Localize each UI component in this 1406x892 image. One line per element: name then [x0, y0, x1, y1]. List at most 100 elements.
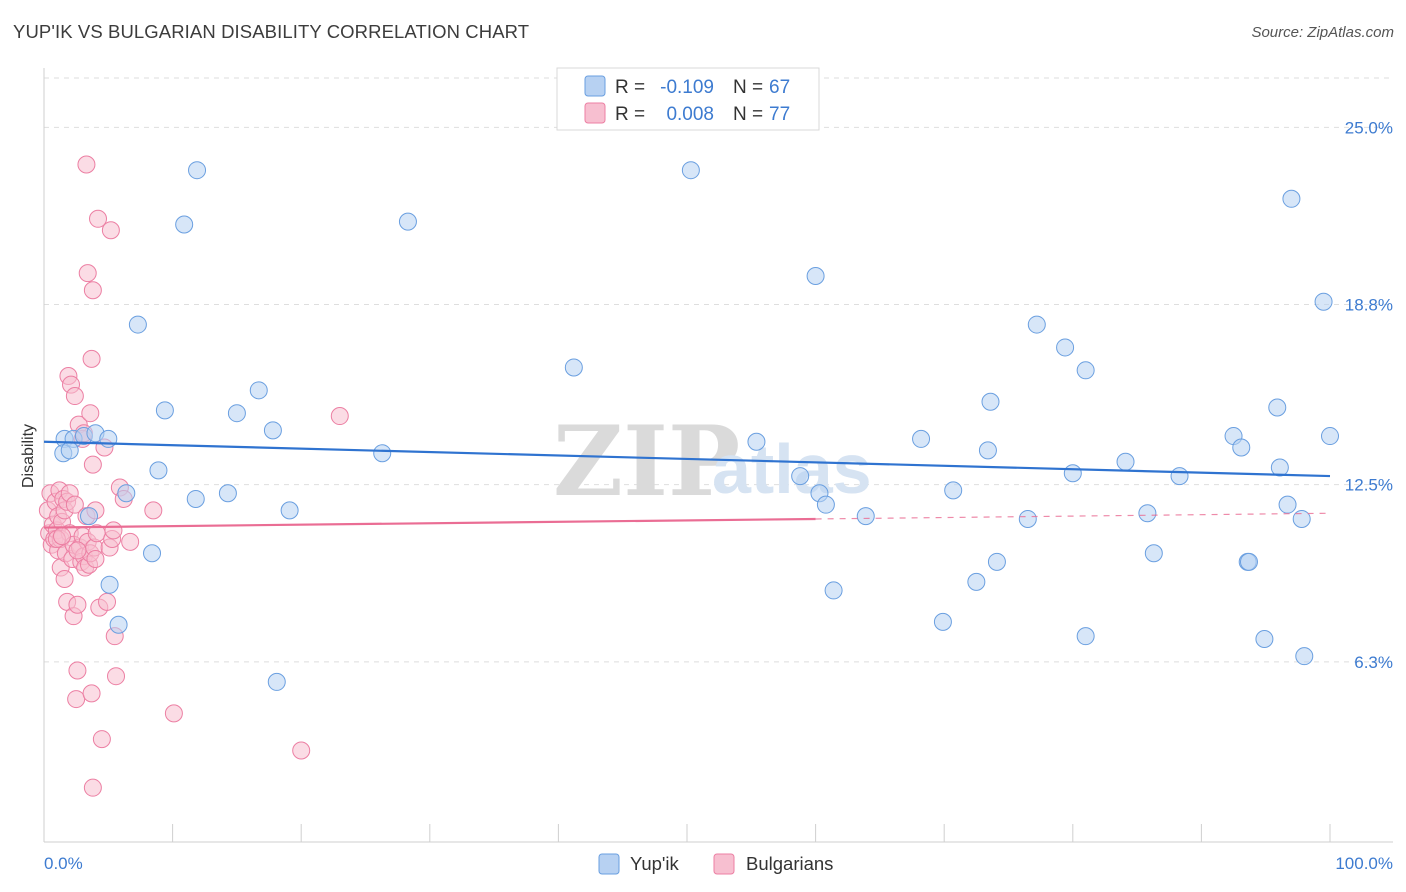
- yupik-point: [1295, 647, 1314, 666]
- yupik-point: [267, 672, 286, 691]
- yupik-point: [681, 161, 700, 180]
- stats-n-label: N =: [733, 77, 763, 98]
- bulgarians-point: [65, 495, 84, 514]
- legend-swatch-yupik: [598, 853, 620, 875]
- legend: Yup'ik Bulgarians: [598, 853, 833, 875]
- stats-r-label: R =: [615, 77, 645, 98]
- stats-r-value: -0.109: [660, 77, 714, 98]
- yupik-point: [1056, 338, 1075, 357]
- yupik-point: [60, 441, 79, 460]
- stats-swatch-pink: [584, 102, 606, 124]
- yupik-point: [933, 612, 952, 631]
- bulgarians-points: [38, 155, 349, 797]
- bulgarians-point: [101, 221, 120, 240]
- yupik-point: [155, 401, 174, 420]
- stats-n-value: 77: [769, 104, 790, 125]
- yupik-point: [280, 501, 299, 520]
- yupik-point: [816, 495, 835, 514]
- bulgarians-point: [68, 541, 87, 560]
- yupik-point: [263, 421, 282, 440]
- yupik-point: [249, 381, 268, 400]
- yupik-point: [1232, 438, 1251, 457]
- grid: 6.3% 12.5% 18.8% 25.0%: [44, 77, 1393, 672]
- stats-n-value: 67: [769, 77, 790, 98]
- stats-r-value: 0.008: [666, 104, 714, 125]
- yupik-point: [1255, 630, 1274, 649]
- chart-title: YUP'IK VS BULGARIAN DISABILITY CORRELATI…: [13, 21, 530, 42]
- watermark-zip: ZIP: [553, 405, 740, 518]
- stats-swatch-blue: [584, 75, 606, 97]
- bulgarians-point: [164, 704, 183, 723]
- yupik-point: [128, 315, 147, 334]
- bulgarians-point: [121, 532, 140, 551]
- legend-swatch-bulgarians: [713, 853, 735, 875]
- bulgarians-point: [77, 155, 96, 174]
- bulgarians-point: [68, 661, 87, 680]
- bulgarians-point: [89, 209, 108, 228]
- y-axis-label: Disability: [20, 424, 37, 488]
- yupik-point: [1321, 427, 1339, 446]
- yupik-points: [54, 161, 1339, 691]
- yupik-point: [80, 507, 99, 526]
- yupik-point: [1270, 458, 1289, 477]
- yupik-point: [806, 266, 825, 285]
- y-tick-label: 25.0%: [1345, 118, 1393, 137]
- yupik-point: [981, 392, 1000, 411]
- yupik-point: [824, 581, 843, 600]
- yupik-point: [1170, 467, 1189, 486]
- legend-label-bulgarians: Bulgarians: [746, 853, 833, 874]
- yupik-point: [398, 212, 417, 231]
- x-tick-label-min: 0.0%: [44, 854, 83, 873]
- yupik-point: [1076, 361, 1095, 380]
- yupik-point: [109, 615, 128, 634]
- bulgarians-point: [83, 455, 102, 474]
- yupik-point: [1144, 544, 1163, 563]
- bulgarians-trend-line-extension: [815, 512, 1331, 520]
- yupik-point: [564, 358, 583, 377]
- bulgarians-point: [86, 549, 105, 568]
- bulgarians-point: [104, 521, 123, 540]
- bulgarians-point: [81, 404, 100, 423]
- watermark-atlas: atlas: [712, 430, 872, 508]
- watermark: ZIP atlas: [553, 405, 872, 518]
- yupik-trend-line: [43, 440, 1331, 478]
- yupik-point: [100, 575, 119, 594]
- yupik-point: [227, 404, 246, 423]
- yupik-point: [1063, 464, 1082, 483]
- source-credit: Source: ZipAtlas.com: [1251, 24, 1394, 41]
- y-tick-label: 6.3%: [1354, 653, 1393, 672]
- stats-r-label: R =: [615, 104, 645, 125]
- yupik-point: [912, 429, 931, 448]
- yupik-point: [149, 461, 168, 480]
- yupik-point: [1314, 292, 1333, 311]
- yupik-point: [1278, 495, 1297, 514]
- yupik-point: [188, 161, 207, 180]
- bulgarians-point: [107, 667, 126, 686]
- yupik-point: [175, 215, 194, 234]
- trend-lines: [43, 440, 1331, 529]
- yupik-point: [944, 481, 963, 500]
- bulgarians-point: [98, 592, 117, 611]
- bulgarians-point: [53, 527, 72, 546]
- bulgarians-point: [55, 569, 74, 588]
- stats-box: R = -0.109 N = 67 R = 0.008 N = 77: [556, 67, 820, 131]
- yupik-point: [1116, 452, 1135, 471]
- yupik-point: [143, 544, 162, 563]
- yupik-point: [117, 484, 136, 503]
- yupik-point: [1282, 189, 1301, 208]
- yupik-point: [1138, 504, 1157, 523]
- bulgarians-point: [144, 501, 163, 520]
- yupik-point: [747, 432, 766, 451]
- bulgarians-point: [92, 730, 111, 749]
- yupik-point: [1268, 398, 1287, 417]
- bulgarians-point: [68, 595, 87, 614]
- y-tick-label: 12.5%: [1345, 476, 1393, 495]
- bulgarians-point: [67, 690, 86, 709]
- legend-label-yupik: Yup'ik: [630, 853, 680, 874]
- bulgarians-trend-line: [43, 517, 816, 529]
- bulgarians-point: [78, 264, 97, 283]
- bulgarians-point: [65, 387, 84, 406]
- bulgarians-point: [83, 281, 102, 300]
- x-tick-label-max: 100.0%: [1335, 854, 1393, 873]
